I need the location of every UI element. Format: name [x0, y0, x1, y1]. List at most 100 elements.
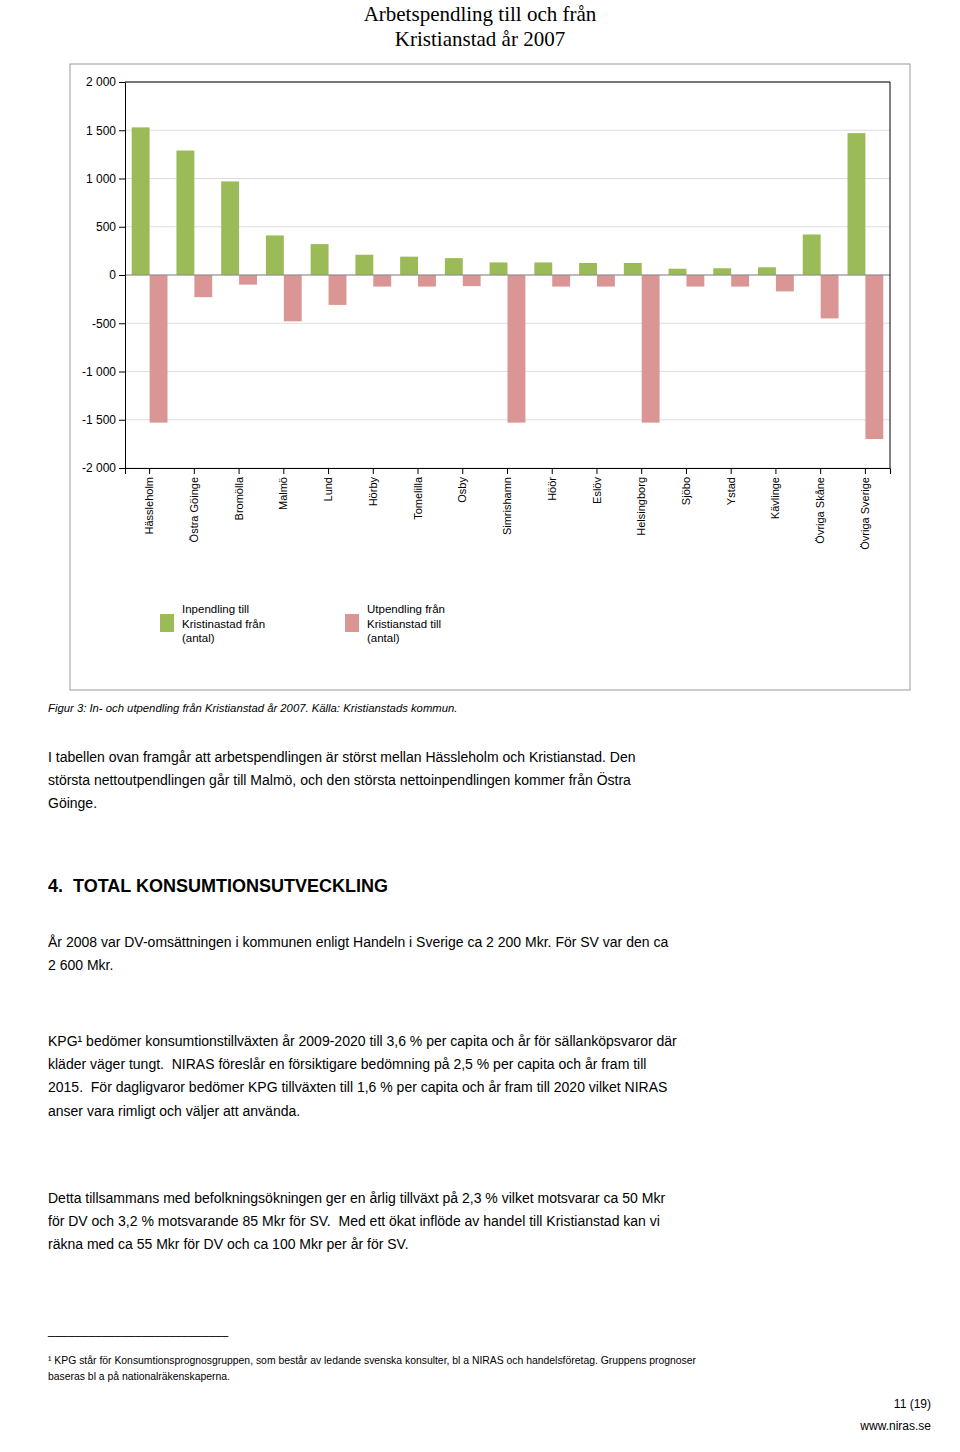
x-tick-label: Östra Göinge — [188, 477, 200, 542]
bar — [669, 269, 687, 275]
y-tick-mark — [119, 323, 125, 324]
plot-frame — [890, 82, 891, 468]
bar — [597, 275, 615, 287]
website: www.niras.se — [859, 1419, 931, 1433]
x-tick-mark — [507, 468, 508, 474]
bar — [642, 275, 660, 423]
page-number: 11 (19) — [894, 1397, 931, 1411]
x-tick: Simrishamn — [501, 468, 513, 535]
x-tick-label: Bromölla — [233, 476, 245, 520]
x-tick-label: Sjöbo — [680, 477, 692, 505]
footnote-line: ¹ KPG står för Konsumtionsprognosgruppen… — [48, 1355, 697, 1366]
bar — [713, 268, 731, 275]
paragraph-line: räkna med ca 55 Mkr för DV och ca 100 Mk… — [48, 1236, 409, 1252]
y-tick: -2 000 — [82, 461, 125, 475]
y-tick: -1 000 — [82, 365, 125, 379]
y-axis-line — [119, 83, 126, 469]
section-title: 4. TOTAL KONSUMTIONSUTVECKLING — [48, 876, 388, 896]
bar-series — [132, 127, 866, 275]
y-tick: 2 000 — [86, 75, 125, 89]
grid-line — [125, 82, 890, 83]
x-tick: Eslöv — [590, 468, 602, 504]
y-tick: 0 — [109, 268, 125, 282]
x-tick-label: Övriga Sverige — [859, 477, 871, 550]
legend-label: Inpendling tillKristinastad från(antal) — [182, 603, 265, 644]
y-tick: -1 500 — [82, 413, 125, 427]
y-tick-mark — [119, 468, 125, 469]
bar — [355, 255, 373, 275]
y-tick-mark — [119, 420, 125, 421]
legend: Inpendling tillKristinastad från(antal) U… — [160, 603, 445, 644]
x-tick-mark — [418, 468, 419, 474]
bar — [758, 267, 776, 275]
y-tick: -500 — [92, 317, 125, 331]
paragraph-line: 2 600 Mkr. — [48, 957, 113, 973]
bar — [848, 133, 866, 275]
chart-title-line: Kristianstad år 2007 — [395, 27, 565, 51]
y-tick-mark — [119, 275, 125, 276]
x-tick: Övriga Skåne — [814, 468, 826, 544]
x-tick: Ystad — [725, 468, 737, 505]
x-tick-mark — [149, 468, 150, 474]
x-tick-label: Hässleholm — [143, 477, 155, 534]
x-tick: Osby — [456, 468, 468, 503]
x-tick-mark — [239, 468, 240, 474]
bar-series — [150, 275, 884, 439]
x-tick-mark — [775, 468, 776, 474]
x-tick-label: Osby — [456, 477, 468, 503]
page: Arbetspendling till och frånKristianstad… — [0, 0, 960, 1452]
bar — [194, 275, 212, 297]
y-tick-label: 1 000 — [86, 172, 116, 186]
figure-caption-line: Figur 3: In- och utpendling från Kristia… — [48, 702, 457, 714]
bar — [552, 275, 570, 287]
zero-line — [125, 275, 890, 276]
section-title-line: 4. TOTAL KONSUMTIONSUTVECKLING — [48, 876, 388, 896]
x-tick-mark — [596, 468, 597, 474]
bar — [624, 263, 642, 275]
legend-label-line: Inpendling till — [182, 603, 249, 615]
y-tick-mark — [119, 372, 125, 373]
bar — [731, 275, 749, 287]
paragraph-line: anser vara rimligt och väljer att använd… — [48, 1103, 300, 1119]
x-tick: Östra Göinge — [188, 468, 200, 542]
x-tick: Hässleholm — [143, 468, 155, 534]
paragraph-line: Detta tillsammans med befolkningsökninge… — [48, 1190, 665, 1206]
x-tick-label: Malmö — [277, 477, 289, 510]
legend-label-line: Utpendling från — [367, 603, 445, 615]
legend-label-line: (antal) — [182, 632, 215, 644]
x-tick: Sjöbo — [680, 468, 692, 505]
legend-swatch — [345, 614, 359, 632]
x-tick: Hörby — [367, 468, 379, 506]
x-tick-label: Helsingborg — [635, 477, 647, 536]
paragraph-line: för DV och 3,2 % motsvarande 85 Mkr för … — [48, 1213, 660, 1229]
x-tick-label: Eslöv — [590, 477, 602, 504]
x-tick-mark — [686, 468, 687, 474]
paragraph-line: största nettoutpendlingen går till Malmö… — [48, 771, 631, 788]
bar — [418, 275, 436, 287]
y-tick-mark — [119, 130, 125, 131]
footnote-rule-line: ___________________________ — [47, 1323, 229, 1337]
y-tick-label: 500 — [96, 220, 116, 234]
x-tick-mark — [641, 468, 642, 474]
grid — [125, 82, 890, 468]
x-axis-line — [126, 469, 891, 475]
bar — [445, 258, 463, 275]
paragraph: KPG¹ bedömer konsumtionstillväxten år 20… — [48, 1033, 677, 1118]
y-tick-label: -1 000 — [82, 365, 116, 379]
legend-item: Inpendling tillKristinastad från(antal) — [160, 603, 265, 644]
bar — [490, 262, 508, 275]
bar — [534, 262, 552, 275]
x-tick-mark — [328, 468, 329, 474]
x-tick-label: Kävlinge — [769, 477, 781, 519]
x-tick-label: Ystad — [725, 477, 737, 505]
legend-item: Utpendling frånKristianstad till(antal) — [345, 603, 445, 644]
legend-label: Utpendling frånKristianstad till(antal) — [367, 603, 445, 644]
chart-title-line: Arbetspendling till och från — [364, 2, 597, 26]
bar — [463, 275, 481, 286]
paragraph-line: kläder väger tungt. NIRAS föreslår en fö… — [48, 1056, 646, 1072]
bar — [221, 181, 239, 275]
bar — [373, 275, 391, 287]
bar — [176, 151, 194, 275]
paragraph-line: År 2008 var DV-omsättningen i kommunen e… — [48, 934, 668, 950]
paragraph: I tabellen ovan framgår att arbetspendli… — [48, 749, 636, 811]
